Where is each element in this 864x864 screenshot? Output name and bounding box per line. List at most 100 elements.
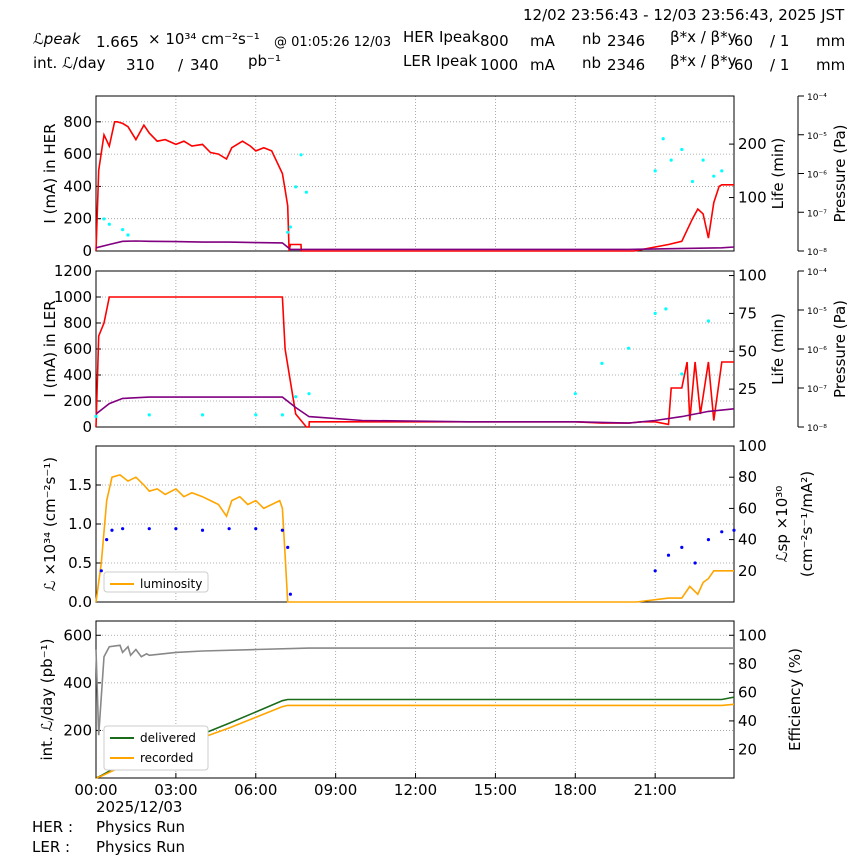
x-tick-label: 12:00 xyxy=(394,781,437,799)
y-tick-label: 1.0 xyxy=(68,515,92,533)
life-point xyxy=(294,395,298,399)
y-right-axis-title: Efficiency (%) xyxy=(786,648,804,751)
efficiency-line xyxy=(95,644,734,736)
current-line xyxy=(95,121,734,252)
life-point xyxy=(307,392,311,396)
life-point xyxy=(661,137,665,141)
y-axis-title: ℒ ×10³⁴ (cm⁻²s⁻¹) xyxy=(41,457,59,591)
lsp-point xyxy=(227,527,231,531)
recorded-line xyxy=(95,703,735,779)
pressure-tick-label: 10⁻⁸ xyxy=(807,424,827,434)
int-label: int. ℒ/day xyxy=(33,54,106,72)
footer-her-label: HER : xyxy=(32,818,74,836)
y-right-tick-label: 100 xyxy=(738,437,767,455)
lsp-point xyxy=(254,527,258,531)
life-point xyxy=(126,233,130,237)
life-point xyxy=(669,158,673,162)
life-point xyxy=(600,361,604,365)
legend-label-recorded: recorded xyxy=(140,751,193,765)
life-point xyxy=(304,190,308,194)
y-tick-label: 1.5 xyxy=(68,476,92,494)
y-right-tick-label: 40 xyxy=(738,712,757,730)
pressure-tick-label: 10⁻⁵ xyxy=(807,132,827,142)
int-unit: pb⁻¹ xyxy=(248,52,281,70)
life-point xyxy=(626,346,631,350)
y-right-axis-title: Life (min) xyxy=(769,138,787,210)
life-point xyxy=(121,228,125,232)
y-right-tick-label: 100 xyxy=(738,267,767,285)
life-point xyxy=(653,169,657,173)
y-tick-label: 800 xyxy=(63,314,92,332)
footer-date: 2025/12/03 xyxy=(96,798,183,816)
life-point xyxy=(706,319,711,323)
ler-peak-current: 1000 xyxy=(480,56,519,74)
lpeak-value: 1.665 xyxy=(96,33,139,51)
y-tick-label: 600 xyxy=(63,626,92,644)
y-tick-label: 0 xyxy=(82,418,92,436)
y-tick-label: 600 xyxy=(63,340,92,358)
y-tick-label: 1000 xyxy=(54,288,92,306)
pressure-tick-label: 10⁻⁶ xyxy=(807,346,827,356)
footer-ler-status: Physics Run xyxy=(96,838,186,856)
y-axis-title: int. ℒ/day (pb⁻¹) xyxy=(38,639,56,761)
life-point xyxy=(102,217,106,221)
life-point xyxy=(286,230,290,234)
y-right-tick-label: 25 xyxy=(738,380,757,398)
lpeak-label: ℒpeak xyxy=(33,30,81,48)
y-right-tick-label: 20 xyxy=(738,562,757,580)
life-point xyxy=(254,413,258,417)
life-point xyxy=(712,174,716,178)
lum-line xyxy=(95,474,734,603)
pressure-tick-label: 10⁻⁴ xyxy=(807,268,827,278)
ler-beta-y: / 1 xyxy=(770,56,790,74)
life-point xyxy=(200,413,205,417)
pressure-line xyxy=(95,396,735,424)
ler-beta-x: 60 xyxy=(734,56,754,74)
legend-label-luminosity: luminosity xyxy=(140,577,202,591)
y-axis-title: I (mA) in LER xyxy=(41,300,59,397)
ler-beta-unit: mm xyxy=(816,56,846,74)
y-right-tick-label: 20 xyxy=(738,740,757,758)
y-tick-label: 0.0 xyxy=(68,593,92,611)
x-tick-label: 15:00 xyxy=(474,781,517,799)
x-tick-label: 00:00 xyxy=(74,781,117,799)
lsp-point xyxy=(174,527,178,531)
ler-nb: 2346 xyxy=(607,56,646,74)
ler-nb-label: nb xyxy=(582,54,602,72)
y-right-tick-label: 100 xyxy=(738,626,767,644)
pressure-tick-label: 10⁻⁶ xyxy=(807,171,827,181)
lsp-point xyxy=(288,592,292,596)
panel-frame xyxy=(95,620,735,779)
her-nb-label: nb xyxy=(582,30,602,48)
life-point xyxy=(680,372,684,376)
y-right-axis-title: Life (min) xyxy=(769,313,787,385)
ler-peak-unit: mA xyxy=(530,56,555,74)
lsp-point xyxy=(147,527,151,531)
life-point xyxy=(147,413,151,417)
life-point xyxy=(107,222,111,226)
y-right-tick-label: 100 xyxy=(738,189,767,207)
pressure-line xyxy=(95,240,735,251)
y-tick-label: 200 xyxy=(63,721,92,739)
y-tick-label: 800 xyxy=(63,113,92,131)
x-tick-label: 18:00 xyxy=(554,781,597,799)
lpeak-time: @ 01:05:26 12/03 xyxy=(274,35,392,50)
legend-box xyxy=(103,571,209,593)
int-slash: / xyxy=(178,56,184,74)
lsp-point xyxy=(99,569,103,573)
life-point xyxy=(701,158,705,162)
pressure-axis-title: Pressure (Pa) xyxy=(831,300,849,398)
int-recorded: 310 xyxy=(126,56,155,74)
y-right-tick-label: 60 xyxy=(738,499,757,517)
x-tick-label: 21:00 xyxy=(634,781,677,799)
her-beta-label: β*x / β*y xyxy=(670,28,737,46)
life-point xyxy=(294,185,298,189)
her-nb: 2346 xyxy=(607,32,646,50)
delivered-line xyxy=(95,696,735,779)
y-tick-label: 1200 xyxy=(54,262,92,280)
int-delivered: 340 xyxy=(190,56,219,74)
lsp-point xyxy=(286,545,290,550)
pressure-axis-title: Pressure (Pa) xyxy=(831,124,849,222)
lsp-point xyxy=(105,538,109,542)
